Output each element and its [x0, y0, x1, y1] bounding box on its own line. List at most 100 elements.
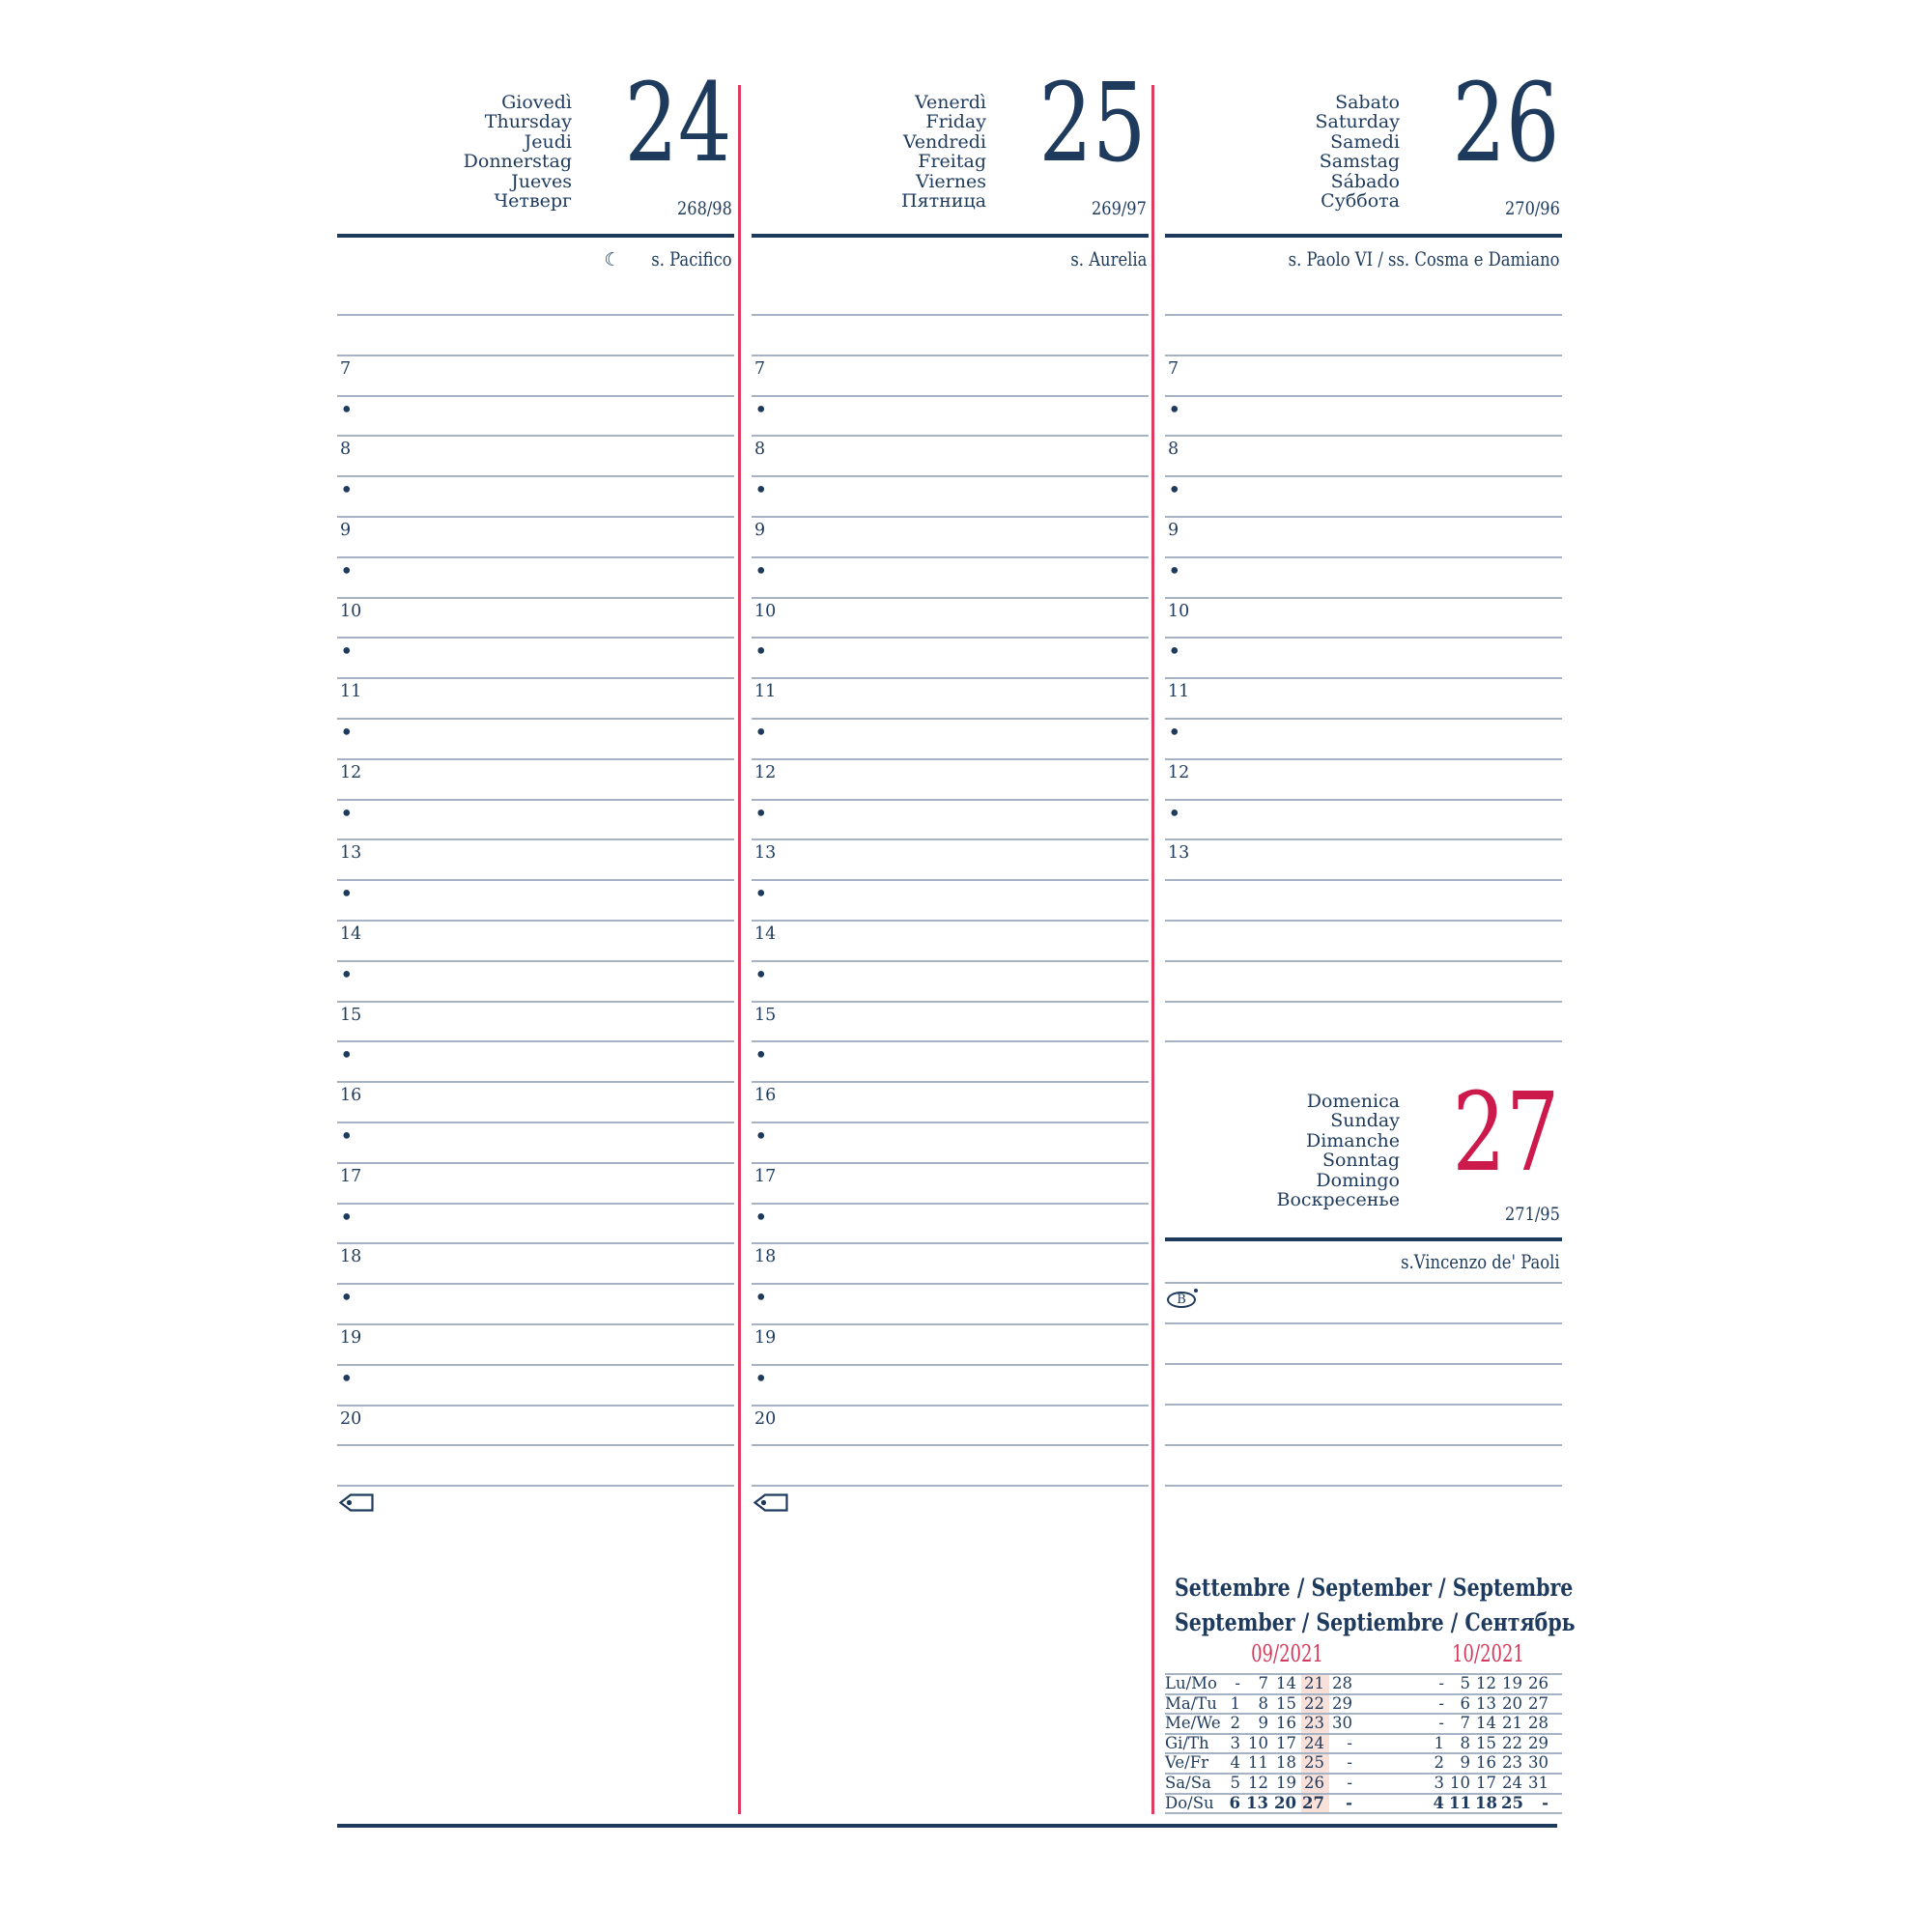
calendar-cell-october: 13	[1476, 1693, 1496, 1713]
calendar-row: Sa/Sa 5 12 19 26- 3 10 17 24 31	[1165, 1772, 1562, 1793]
half-hour-dot-icon: •	[340, 801, 354, 827]
hour-row: 7	[1165, 354, 1562, 395]
calendar-row-label: Me/We	[1165, 1714, 1221, 1733]
note-row	[337, 1444, 734, 1485]
day-name-line: Friday	[925, 111, 986, 133]
sunday-day-of-year: 271/95	[1505, 1204, 1560, 1225]
month-label-september: 09/2021	[1251, 1640, 1323, 1667]
hour-row: 7	[337, 354, 734, 395]
day-of-year: 270/96	[1505, 198, 1560, 219]
sunday-day-number: 27	[1452, 1070, 1560, 1196]
hour-label: 17	[754, 1166, 777, 1186]
hour-label: 16	[754, 1086, 777, 1106]
sunday-note-grid: B	[1165, 1282, 1562, 1487]
hour-row: 12	[752, 757, 1149, 799]
hour-label: 10	[754, 601, 777, 621]
calendar-cell-october: 2	[1434, 1753, 1445, 1773]
prev-page-tag-icon	[338, 1493, 374, 1516]
calendar-row-label: Lu/Mo	[1165, 1674, 1217, 1692]
day-name-line: Donnerstag	[463, 151, 572, 173]
mini-calendar-title: Settembre / September / Septembre Septem…	[1175, 1571, 1663, 1640]
calendar-cell-september: 27	[1301, 1794, 1329, 1813]
hour-row: 17	[752, 1161, 1149, 1203]
calendar-cell-september: 19	[1276, 1773, 1296, 1792]
day-name-line: Samedi	[1330, 130, 1400, 153]
sunday-day-names: Domenica Sunday Dimanche Sonntag Domingo Воск…	[1277, 1092, 1400, 1210]
sunday-note-row	[1165, 1444, 1562, 1485]
calendar-cell-october: -	[1542, 1793, 1548, 1812]
hour-label: 9	[340, 520, 352, 540]
calendar-cell-september: 16	[1276, 1714, 1296, 1733]
calendar-cell-september: 8	[1258, 1693, 1269, 1713]
calendar-cell-september: 28	[1332, 1674, 1352, 1692]
day-column-26: Sabato Saturday Samedi Samstag Sábado Суббота…	[1165, 70, 1576, 1829]
half-hour-dot-icon: •	[340, 1366, 354, 1392]
day-name-line: Jeudi	[524, 130, 572, 153]
half-hour-dot-icon: •	[754, 558, 768, 584]
hour-label: 17	[340, 1166, 362, 1186]
half-hour-row: •	[337, 798, 734, 839]
half-hour-row: •	[752, 1363, 1149, 1405]
hour-label: 13	[340, 843, 362, 864]
half-hour-dot-icon: •	[340, 1286, 354, 1312]
calendar-spacer	[1357, 1675, 1423, 1693]
hour-row: 11	[337, 677, 734, 718]
hour-label: 19	[754, 1327, 777, 1348]
note-row	[752, 1444, 1149, 1485]
calendar-spacer	[1357, 1695, 1423, 1714]
column-divider	[738, 85, 741, 1814]
hour-label: 9	[754, 520, 766, 540]
hour-label: 16	[340, 1086, 362, 1106]
hour-row: 11	[752, 677, 1149, 718]
hour-row: 10	[752, 596, 1149, 638]
hour-label: 19	[340, 1327, 362, 1348]
half-hour-dot-icon: •	[340, 639, 354, 666]
hour-label: 18	[754, 1247, 777, 1267]
half-hour-row: •	[337, 637, 734, 677]
hour-row: 18	[752, 1242, 1149, 1283]
half-hour-row: •	[752, 475, 1149, 516]
calendar-cell-october: -	[1438, 1693, 1444, 1713]
hour-row: 14	[337, 919, 734, 960]
calendar-cell-september: 18	[1276, 1753, 1296, 1773]
half-hour-dot-icon: •	[340, 962, 354, 988]
calendar-cell-october: 24	[1502, 1773, 1522, 1792]
calendar-cell-september: -	[1347, 1733, 1352, 1752]
hour-row: 9	[1165, 515, 1562, 556]
sunday-note-row	[1165, 1322, 1562, 1363]
b-circle-icon: B	[1167, 1289, 1198, 1308]
calendar-cell-september: 23	[1301, 1715, 1329, 1733]
hour-row: 17	[337, 1161, 734, 1203]
column-divider	[1151, 85, 1154, 1814]
day-name-line: Vendredi	[902, 130, 986, 153]
calendar-cell-october: 7	[1460, 1714, 1471, 1733]
calendar-cell-september: 24	[1301, 1734, 1329, 1753]
mini-calendar-month-labels: 09/2021 10/2021	[1165, 1640, 1562, 1667]
hour-row: 8	[752, 435, 1149, 475]
half-hour-row: •	[752, 959, 1149, 1001]
day-column-24: Giovedì Thursday Jeudi Donnerstag Jueves Четв…	[337, 70, 734, 1829]
calendar-cell-october: 14	[1476, 1714, 1496, 1733]
hour-grid: 7 • 8 • 9 • 10 • 11 • 12 • 13 • 14 • 15 • 16 • 17 • 18 • 19 • 20	[337, 314, 734, 1488]
calendar-spacer	[1357, 1715, 1423, 1733]
half-hour-row: •	[337, 717, 734, 758]
day-name-line: Venerdì	[914, 92, 986, 113]
calendar-cell-september: 30	[1332, 1714, 1352, 1733]
header-rule	[337, 234, 734, 238]
day-name-line: Viernes	[915, 170, 986, 192]
day-number: 26	[1452, 61, 1560, 186]
hour-row: 13	[1165, 838, 1562, 879]
day-name-line: Sabato	[1335, 92, 1400, 113]
calendar-row-label: Sa/Sa	[1165, 1773, 1211, 1792]
day-name-line: Sábado	[1330, 170, 1400, 192]
calendar-cell-october: 8	[1460, 1733, 1471, 1752]
calendar-spacer	[1357, 1754, 1423, 1773]
hour-row: 12	[1165, 757, 1562, 799]
calendar-cell-october: 16	[1476, 1753, 1496, 1773]
half-hour-dot-icon: •	[754, 962, 768, 988]
mini-calendar-table: Lu/Mo -7 14 21 28-5 12 19 26 Ma/Tu 1 8 15 22 29-6 13 20…	[1165, 1673, 1562, 1815]
half-hour-row: •	[1165, 637, 1562, 677]
calendar-cell-september: 11	[1248, 1753, 1268, 1773]
calendar-cell-october: 23	[1502, 1753, 1522, 1773]
hour-label: 11	[1168, 682, 1190, 702]
